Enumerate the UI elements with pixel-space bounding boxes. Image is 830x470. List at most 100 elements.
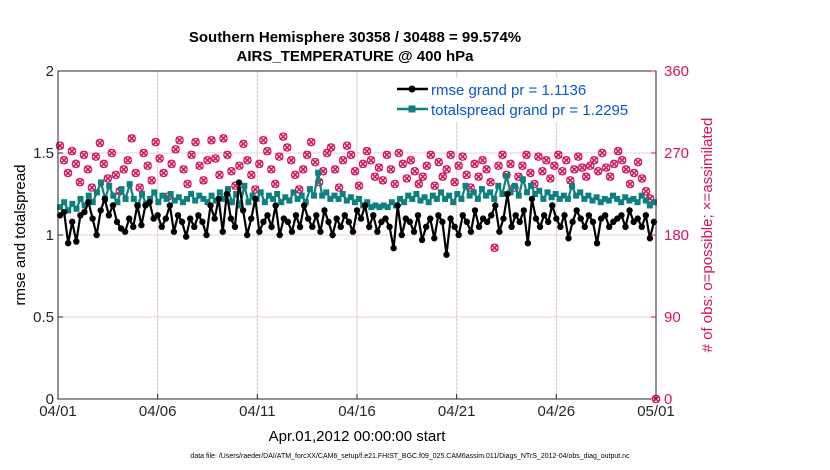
- rmse-point: [252, 195, 259, 203]
- obs-assimilated-point: [359, 160, 367, 168]
- rmse-point: [573, 207, 580, 214]
- rmse-point: [589, 218, 597, 226]
- obs-assimilated-point: [434, 158, 443, 166]
- totalspread-point: [417, 197, 424, 204]
- obs-assimilated-point: [247, 171, 256, 179]
- obs-assimilated-point: [395, 149, 403, 157]
- rmse-point: [300, 202, 308, 209]
- rmse-point: [211, 215, 218, 222]
- obs-assimilated-point: [426, 151, 435, 159]
- totalspread-point: [540, 195, 547, 202]
- totalspread-point: [159, 192, 166, 199]
- totalspread-point: [474, 195, 481, 202]
- totalspread-point: [351, 199, 358, 206]
- obs-assimilated-point: [80, 151, 88, 159]
- totalspread-point: [138, 191, 145, 197]
- right-y-ticks: 0 90 180 270 360: [651, 63, 689, 408]
- obs-possible-point: [494, 161, 503, 171]
- x-tick-label: 04/26: [538, 403, 576, 420]
- rmse-point: [390, 244, 397, 252]
- rmse-point: [524, 240, 532, 247]
- totalspread-point: [200, 195, 207, 202]
- obs-possible-point: [243, 156, 252, 165]
- obs-possible-point: [637, 174, 647, 183]
- obs-assimilated-point: [454, 161, 463, 170]
- obs-possible-point: [605, 172, 615, 181]
- totalspread-point: [89, 199, 96, 206]
- totalspread-point: [450, 199, 457, 206]
- obs-assimilated-point: [351, 167, 359, 175]
- obs-possible-point: [589, 156, 599, 165]
- obs-assimilated-point: [446, 151, 455, 159]
- totalspread-point: [77, 195, 84, 202]
- obs-assimilated-point: [375, 163, 383, 172]
- rmse-point: [207, 202, 214, 209]
- obs-assimilated-point: [96, 139, 104, 147]
- rmse-point: [516, 218, 523, 226]
- obs-possible-point: [123, 156, 133, 165]
- obs-assimilated-point: [626, 180, 634, 188]
- rmse-point: [130, 223, 137, 230]
- rmse-point: [382, 215, 389, 222]
- right-tick-label: 0: [664, 391, 672, 408]
- rmse-point: [374, 228, 381, 235]
- obs-assimilated-point: [112, 171, 120, 179]
- totalspread-point: [237, 202, 244, 209]
- obs-possible-point: [63, 168, 73, 178]
- totalspread-point: [650, 199, 657, 206]
- obs-possible-point: [83, 165, 93, 174]
- chart-title-line1: Southern Hemisphere 30358 / 30488 = 99.5…: [189, 29, 521, 46]
- obs-possible-point: [223, 150, 232, 160]
- obs-assimilated-point: [64, 169, 72, 177]
- rmse-point: [113, 218, 121, 226]
- totalspread-point: [331, 192, 338, 199]
- obs-assimilated-point: [602, 163, 610, 172]
- obs-possible-point: [119, 165, 129, 174]
- obs-possible-point: [267, 165, 276, 174]
- totalspread-point: [630, 195, 637, 202]
- rmse-point: [296, 223, 304, 230]
- obs-possible-point: [215, 170, 224, 180]
- obs-possible-point: [362, 146, 372, 156]
- rmse-point: [532, 215, 540, 222]
- rmse-point: [105, 212, 113, 219]
- obs-possible-point: [570, 165, 579, 174]
- obs-assimilated-point: [147, 176, 156, 185]
- totalspread-point: [446, 192, 453, 199]
- obs-assimilated-point: [526, 169, 535, 177]
- totalspread-point: [106, 182, 113, 189]
- obs-assimilated-point: [235, 161, 244, 170]
- rmse-point: [85, 199, 92, 206]
- totalspread-point: [585, 192, 592, 199]
- obs-assimilated-point: [239, 140, 248, 148]
- totalspread-point: [184, 195, 191, 202]
- totalspread-point: [495, 182, 502, 189]
- totalspread-point: [642, 197, 649, 204]
- obs-possible-point: [203, 156, 212, 165]
- rmse-point: [549, 202, 556, 209]
- obs-possible-point: [175, 135, 184, 145]
- totalspread-point: [278, 199, 285, 206]
- totalspread-point: [65, 207, 72, 214]
- rmse-point: [239, 207, 247, 214]
- obs-assimilated-point: [379, 176, 387, 185]
- left-tick-label: 0.5: [33, 309, 54, 326]
- totalspread-point: [171, 197, 178, 204]
- totalspread-point: [384, 204, 391, 211]
- totalspread-point: [179, 199, 186, 206]
- rmse-point: [317, 228, 324, 235]
- rmse-point: [264, 212, 271, 219]
- obs-assimilated-point: [127, 134, 136, 143]
- obs-possible-point: [103, 174, 113, 183]
- rmse-point: [313, 212, 320, 219]
- obs-possible-point: [422, 161, 432, 171]
- obs-assimilated-point: [566, 176, 575, 185]
- obs-possible-point: [271, 179, 280, 189]
- x-axis-label: Apr.01,2012 00:00:00 start: [269, 428, 447, 445]
- obs-assimilated-point: [104, 174, 112, 183]
- rmse-point: [512, 212, 519, 219]
- obs-possible-point: [259, 135, 268, 145]
- rmse-point: [284, 218, 292, 226]
- obs-assimilated-point: [343, 141, 351, 150]
- obs-possible-point: [167, 159, 176, 169]
